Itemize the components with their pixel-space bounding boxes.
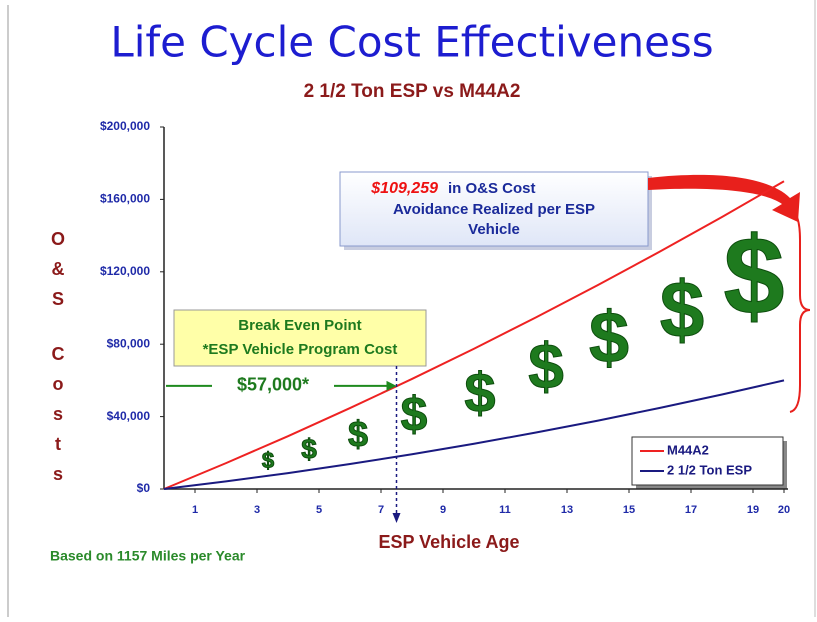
dollar-icon: $	[528, 330, 564, 402]
callout-box	[339, 171, 649, 247]
dollar-icon: $	[723, 215, 784, 338]
y-tick-label: $80,000	[107, 336, 151, 350]
y-tick-label: $40,000	[107, 409, 151, 423]
x-tick-label: 11	[499, 504, 511, 516]
chart-subtitle: 2 1/2 Ton ESP vs M44A2	[304, 81, 521, 102]
x-axis-label: ESP Vehicle Age	[378, 532, 519, 552]
dollar-icon: $	[589, 298, 629, 378]
legend-label: 2 1/2 Ton ESP	[667, 462, 752, 477]
brace	[789, 209, 811, 413]
x-tick-label: 13	[561, 504, 573, 516]
avoidance-value: $109,259	[370, 180, 438, 197]
break-even-arrowhead	[386, 380, 397, 391]
series-line	[163, 379, 785, 490]
x-tick-label: 20	[778, 504, 790, 516]
break-even-title: Break Even Point	[238, 317, 361, 334]
x-tick-label: 15	[623, 504, 635, 516]
x-tick-label: 5	[316, 504, 322, 516]
legend-box	[631, 436, 784, 486]
chart-title: Life Cycle Cost Effectiveness	[110, 18, 713, 67]
legend-label: M44A2	[667, 442, 709, 457]
x-tick-label: 1	[192, 504, 198, 516]
y-tick-label: $200,000	[100, 119, 150, 133]
x-tick-label: 19	[747, 504, 759, 516]
dollar-icon: $	[401, 389, 428, 442]
break-even-box	[173, 309, 427, 367]
callout-arrow	[648, 174, 800, 222]
y-tick-label: $160,000	[100, 192, 150, 206]
break-even-subtitle: *ESP Vehicle Program Cost	[203, 341, 398, 358]
label-bg	[212, 374, 334, 397]
series-line	[163, 180, 785, 490]
x-tick-label: 17	[685, 504, 697, 516]
x-tick-label: 9	[440, 504, 446, 516]
dollar-icon: $	[348, 414, 368, 455]
y-tick-label: $0	[137, 481, 151, 495]
dollar-icon: $	[660, 265, 705, 354]
dollar-icon: $	[464, 361, 495, 424]
avoidance-text: Vehicle	[468, 221, 520, 238]
footnote: Based on 1157 Miles per Year	[50, 548, 246, 564]
avoidance-text: Avoidance Realized per ESP	[393, 201, 595, 218]
dollar-icon: $	[262, 448, 274, 473]
x-tick-label: 7	[378, 504, 384, 516]
y-tick-label: $120,000	[100, 264, 150, 278]
dollar-icon: $	[301, 433, 317, 464]
break-even-arrowhead	[392, 513, 401, 523]
avoidance-text: in O&S Cost	[448, 180, 536, 197]
break-even-label: $57,000*	[237, 375, 309, 395]
x-tick-label: 3	[254, 504, 260, 516]
